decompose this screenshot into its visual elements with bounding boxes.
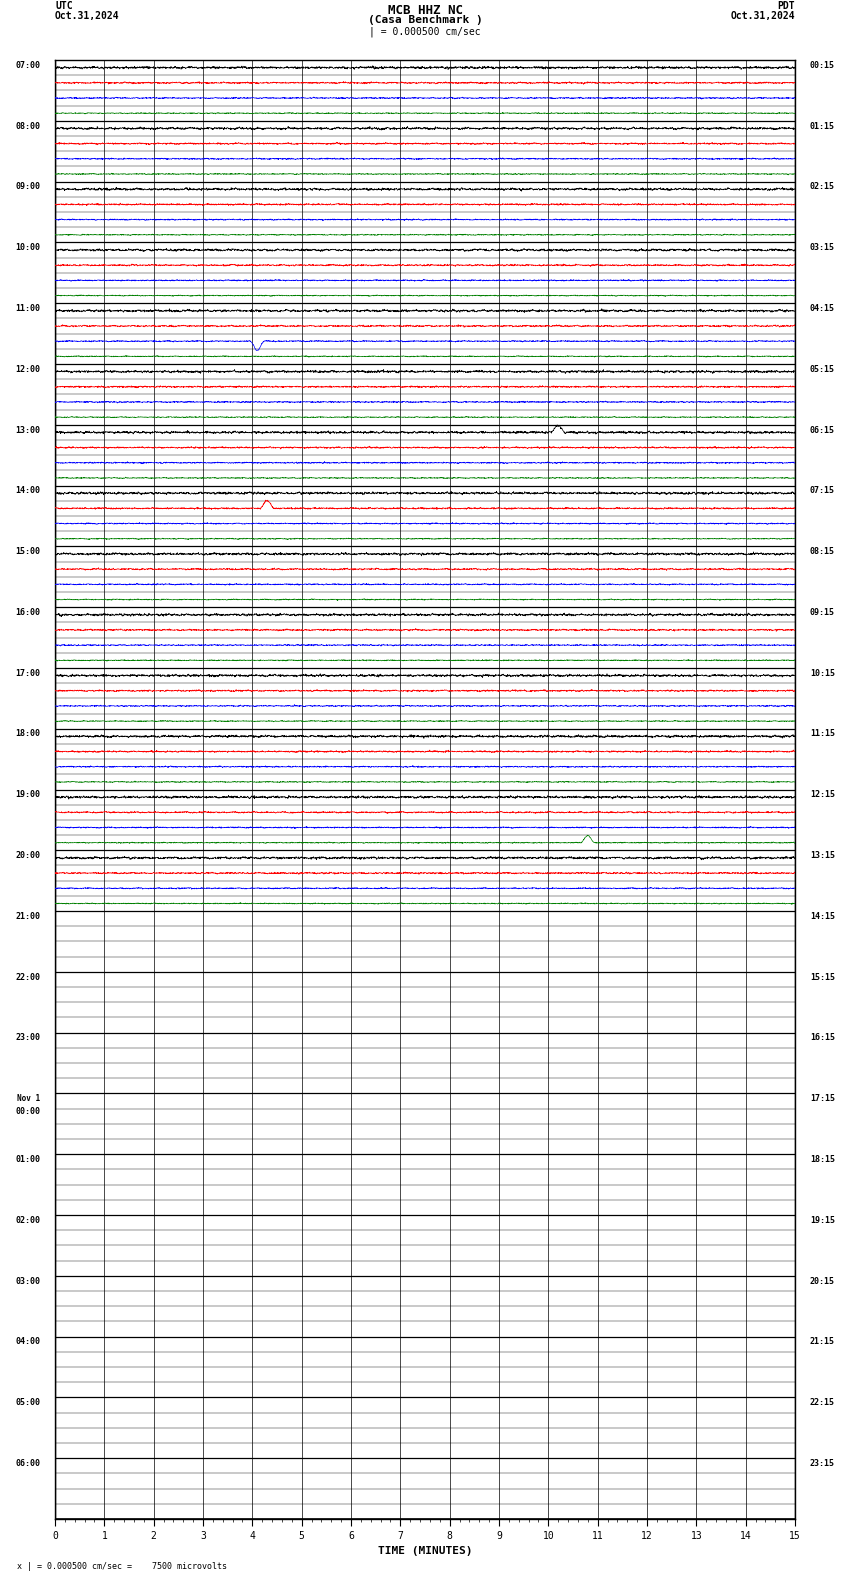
Text: 12:00: 12:00 — [15, 364, 40, 374]
Text: 10:15: 10:15 — [810, 668, 835, 678]
Text: | = 0.000500 cm/sec: | = 0.000500 cm/sec — [369, 25, 481, 36]
Text: 06:15: 06:15 — [810, 426, 835, 434]
Text: 13:00: 13:00 — [15, 426, 40, 434]
Text: Oct.31,2024: Oct.31,2024 — [730, 11, 795, 21]
Text: 22:00: 22:00 — [15, 973, 40, 982]
Text: 11:15: 11:15 — [810, 730, 835, 738]
Text: MCB HHZ NC: MCB HHZ NC — [388, 3, 462, 17]
Text: PDT: PDT — [778, 0, 795, 11]
Text: 23:00: 23:00 — [15, 1033, 40, 1042]
Text: 19:15: 19:15 — [810, 1217, 835, 1224]
Text: 03:15: 03:15 — [810, 242, 835, 252]
Text: 21:15: 21:15 — [810, 1337, 835, 1346]
Text: 08:15: 08:15 — [810, 546, 835, 556]
Text: UTC: UTC — [55, 0, 72, 11]
Text: 16:15: 16:15 — [810, 1033, 835, 1042]
Text: 21:00: 21:00 — [15, 912, 40, 920]
Text: 08:00: 08:00 — [15, 122, 40, 130]
Text: 15:15: 15:15 — [810, 973, 835, 982]
X-axis label: TIME (MINUTES): TIME (MINUTES) — [377, 1546, 473, 1557]
Text: 12:15: 12:15 — [810, 790, 835, 800]
Text: 10:00: 10:00 — [15, 242, 40, 252]
Text: 05:15: 05:15 — [810, 364, 835, 374]
Text: x | = 0.000500 cm/sec =    7500 microvolts: x | = 0.000500 cm/sec = 7500 microvolts — [17, 1562, 227, 1571]
Text: 04:15: 04:15 — [810, 304, 835, 314]
Text: 02:00: 02:00 — [15, 1217, 40, 1224]
Text: 17:00: 17:00 — [15, 668, 40, 678]
Text: 00:15: 00:15 — [810, 60, 835, 70]
Text: 09:15: 09:15 — [810, 608, 835, 616]
Text: 09:00: 09:00 — [15, 182, 40, 192]
Text: 23:15: 23:15 — [810, 1459, 835, 1468]
Text: Oct.31,2024: Oct.31,2024 — [55, 11, 120, 21]
Text: 05:00: 05:00 — [15, 1399, 40, 1407]
Text: 18:15: 18:15 — [810, 1155, 835, 1164]
Text: 01:00: 01:00 — [15, 1155, 40, 1164]
Text: 20:00: 20:00 — [15, 851, 40, 860]
Text: 02:15: 02:15 — [810, 182, 835, 192]
Text: 19:00: 19:00 — [15, 790, 40, 800]
Text: 13:15: 13:15 — [810, 851, 835, 860]
Text: 22:15: 22:15 — [810, 1399, 835, 1407]
Text: 11:00: 11:00 — [15, 304, 40, 314]
Text: 14:00: 14:00 — [15, 486, 40, 496]
Text: (Casa Benchmark ): (Casa Benchmark ) — [367, 14, 483, 25]
Text: 17:15: 17:15 — [810, 1095, 835, 1102]
Text: 20:15: 20:15 — [810, 1277, 835, 1286]
Text: 14:15: 14:15 — [810, 912, 835, 920]
Text: 15:00: 15:00 — [15, 546, 40, 556]
Text: 16:00: 16:00 — [15, 608, 40, 616]
Text: 04:00: 04:00 — [15, 1337, 40, 1346]
Text: 07:00: 07:00 — [15, 60, 40, 70]
Text: 00:00: 00:00 — [15, 1107, 40, 1117]
Text: 06:00: 06:00 — [15, 1459, 40, 1468]
Text: 03:00: 03:00 — [15, 1277, 40, 1286]
Text: 01:15: 01:15 — [810, 122, 835, 130]
Text: 07:15: 07:15 — [810, 486, 835, 496]
Text: Nov 1: Nov 1 — [17, 1095, 40, 1102]
Text: 18:00: 18:00 — [15, 730, 40, 738]
